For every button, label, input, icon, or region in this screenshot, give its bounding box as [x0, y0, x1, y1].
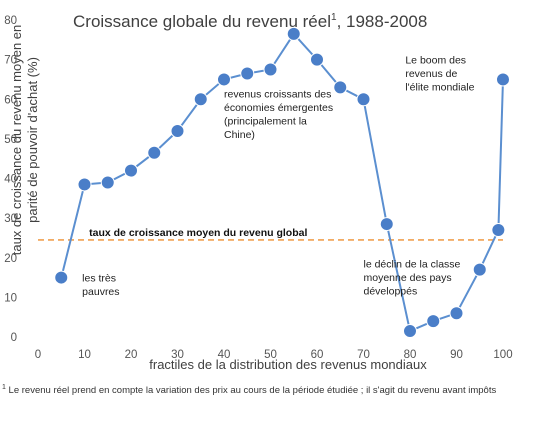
- x-tick-label: 90: [450, 349, 463, 361]
- x-tick-label: 50: [264, 349, 277, 361]
- data-point: [491, 223, 506, 238]
- x-tick-label: 20: [125, 349, 138, 361]
- y-tick-label: 80: [4, 15, 17, 27]
- y-tick-labels: 0 10 20 30 40 50 60 70 80: [4, 15, 17, 344]
- data-point: [217, 72, 231, 87]
- y-axis-label-line-2: parité de pouvoir d'achat (%): [25, 57, 40, 223]
- y-tick-label: 0: [11, 332, 17, 344]
- y-tick-label: 70: [4, 55, 17, 67]
- annotation: revenus croissants des économies émergent…: [224, 88, 333, 141]
- data-point: [286, 26, 301, 41]
- y-tick-label: 20: [4, 253, 17, 265]
- annotations: les très pauvres revenus croissants des éco…: [82, 55, 474, 298]
- y-tick-label: 40: [4, 174, 17, 186]
- average-growth-label: taux de croissance moyen du revenu globa…: [89, 227, 307, 239]
- y-tick-label: 10: [4, 292, 17, 304]
- data-points: [54, 26, 510, 339]
- x-tick-label: 30: [171, 349, 184, 361]
- y-tick-label: 30: [4, 213, 17, 225]
- annotation: Le boom des revenus de l'élite mondiale: [405, 55, 474, 94]
- y-tick-label: 60: [4, 94, 17, 106]
- data-point: [333, 80, 348, 95]
- x-tick-label: 70: [357, 349, 370, 361]
- data-point: [449, 306, 464, 321]
- x-tick-label: 40: [218, 349, 231, 361]
- x-tick-label: 100: [493, 349, 512, 361]
- data-point: [472, 262, 487, 277]
- footnote-text: Le revenu réel prend en compte la variat…: [5, 385, 497, 397]
- x-tick-label: 0: [35, 349, 41, 361]
- y-axis-label: taux de croissance du revenu moyen en pa…: [9, 25, 40, 256]
- x-tick-label: 80: [404, 349, 417, 361]
- data-point: [170, 123, 185, 138]
- data-point: [426, 314, 441, 329]
- x-axis-label: fractiles de la distribution des revenus…: [149, 357, 427, 372]
- footnote-marker: 1: [2, 384, 6, 391]
- annotation: le déclin de la classe moyenne des pays dé…: [364, 259, 461, 298]
- data-point: [263, 62, 278, 77]
- data-point: [147, 145, 162, 160]
- y-tick-label: 50: [4, 134, 17, 146]
- x-tick-label: 10: [78, 349, 91, 361]
- y-axis-label-line-1: taux de croissance du revenu moyen en: [9, 25, 24, 256]
- data-point: [356, 92, 371, 107]
- data-point: [54, 270, 69, 285]
- growth-incidence-chart: Croissance globale du revenu réel1, 1988…: [4, 12, 513, 372]
- data-point: [124, 163, 138, 178]
- chart-title: Croissance globale du revenu réel1, 1988…: [73, 12, 427, 31]
- data-point: [240, 66, 255, 81]
- footnote: 1 Le revenu réel prend en compte la vari…: [2, 380, 527, 398]
- data-point: [310, 52, 324, 67]
- data-point: [379, 217, 394, 232]
- data-point: [193, 92, 208, 107]
- data-point: [100, 175, 115, 190]
- data-point: [403, 324, 417, 339]
- data-point: [496, 72, 510, 87]
- x-tick-label: 60: [311, 349, 324, 361]
- data-point: [77, 177, 92, 192]
- x-tick-labels: 0 10 20 30 40 50 60 70 80 90 100: [35, 349, 513, 361]
- annotation: les très pauvres: [82, 273, 119, 299]
